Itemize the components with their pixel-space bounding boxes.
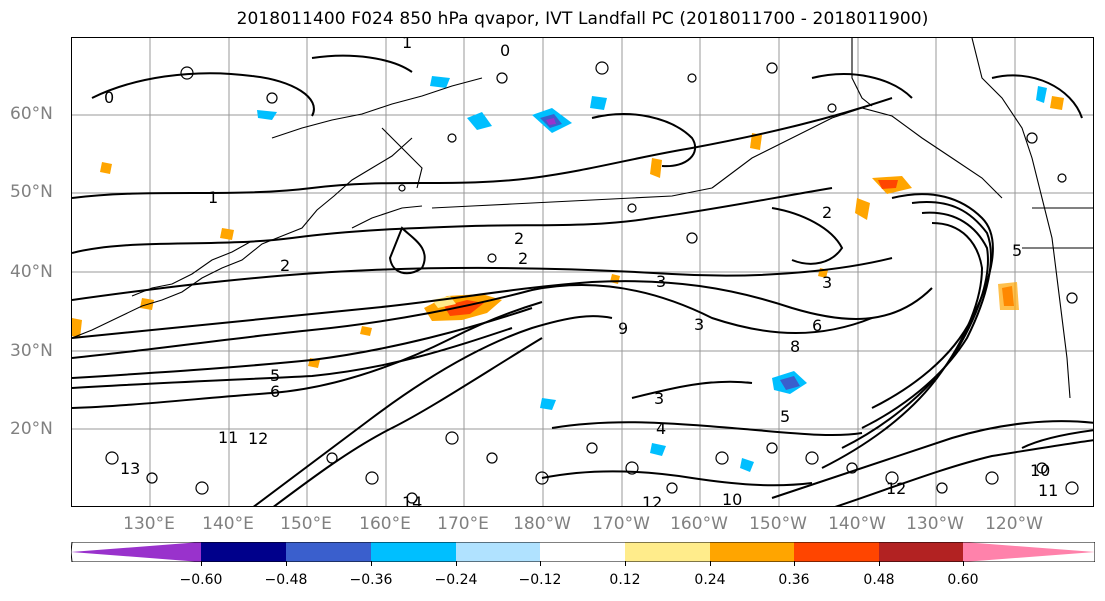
colorbar [71,542,1095,562]
contour-label-5: 5 [270,366,280,385]
contour-label-5b: 5 [780,407,790,426]
lat-label-60n: 60°N [10,104,53,124]
colorbar-segment [71,542,201,562]
lon-label-130e: 130°E [123,514,175,534]
lon-label-160w: 160°W [670,514,728,534]
colorbar-tickmark [710,561,711,566]
map-canvas: 0 0 1 1 2 2 2 2 3 3 3 3 4 5 5 5 6 6 8 9 … [72,38,1093,507]
colorbar-segment [201,542,286,562]
colorbar-tickmark [794,561,795,566]
contour-label-10: 10 [1030,461,1050,480]
contour-label-0-west: 0 [104,88,114,107]
contour-label-11: 11 [218,428,238,447]
colorbar-segment [456,542,540,562]
lon-label-130w: 130°W [906,514,964,534]
colorbar-segments [71,542,1095,562]
lat-label-40n: 40°N [10,262,53,282]
contour-label-3c: 3 [654,389,664,408]
contour-label-3: 3 [656,272,666,291]
contour-label-3b: 3 [694,315,704,334]
contour-label-2: 2 [514,229,524,248]
colorbar-tick-label: −0.12 [518,572,562,588]
colorbar-segment [540,542,625,562]
lon-label-140w: 140°W [828,514,886,534]
colorbar-tick-label: 0.24 [694,572,726,588]
contour-label-1: 1 [208,188,218,207]
colorbar-segment [625,542,710,562]
contour-label-11b: 11 [1038,481,1058,500]
colorbar-segment [286,542,371,562]
colorbar-tickmark [540,561,541,566]
contour-label-5c: 5 [1012,241,1022,260]
colorbar-segment [879,542,963,562]
contour-label-2c: 2 [822,203,832,222]
lat-label-30n: 30°N [10,341,53,361]
lon-label-140e: 140°E [202,514,254,534]
small-contours [105,61,1079,504]
lat-label-50n: 50°N [10,182,53,202]
ivt-contours [72,54,1093,506]
colorbar-tick-label: −0.60 [179,572,223,588]
colorbar-tickmark [201,561,202,566]
colorbar-tickmark [879,561,880,566]
contour-label-14: 14 [402,493,422,507]
colorbar-segment [710,542,794,562]
qvapor-anomaly-fills [72,76,1064,472]
colorbar-tickmark [456,561,457,566]
contour-labels: 0 0 1 1 2 2 2 2 3 3 3 3 4 5 5 5 6 6 8 9 … [104,38,1058,507]
lon-label-160e: 160°E [359,514,411,534]
colorbar-tick-label: 0.36 [778,572,810,588]
colorbar-tick-label: 0.12 [609,572,641,588]
colorbar-tick-label: −0.36 [349,572,393,588]
colorbar-segment [794,542,879,562]
colorbar-tickmark [371,561,372,566]
contour-label-12: 12 [248,429,268,448]
lat-label-20n: 20°N [10,419,53,439]
colorbar-tickmark [625,561,626,566]
map-panel: 0 0 1 1 2 2 2 2 3 3 3 3 4 5 5 5 6 6 8 9 … [71,37,1094,507]
contour-label-6: 6 [270,382,280,401]
colorbar-tick-label: −0.48 [264,572,308,588]
lon-label-180w: 180°W [513,514,571,534]
colorbar-tickmark [286,561,287,566]
contour-label-2d: 2 [280,256,290,275]
colorbar-tick-label: 0.48 [863,572,895,588]
colorbar-segment [963,542,1095,562]
lon-label-170w: 170°W [592,514,650,534]
contour-label-12b: 12 [886,479,906,498]
coastlines [72,38,1093,399]
contour-label-10b: 10 [722,490,742,507]
contour-label-2b: 2 [518,249,528,268]
contour-label-1-north: 1 [402,38,412,52]
contour-label-9: 9 [618,319,628,338]
lon-label-170e: 170°E [437,514,489,534]
map-title: 2018011400 F024 850 hPa qvapor, IVT Land… [236,9,929,29]
colorbar-segment [371,542,456,562]
lon-label-120w: 120°W [985,514,1043,534]
contour-label-4: 4 [656,419,666,438]
contour-label-0-north: 0 [500,41,510,60]
lon-label-150e: 150°E [280,514,332,534]
lon-label-150w: 150°W [749,514,807,534]
contour-label-8: 8 [790,337,800,356]
contour-label-13: 13 [120,459,140,478]
colorbar-tickmark [963,561,964,566]
colorbar-tick-label: −0.24 [434,572,478,588]
contour-label-3d: 3 [822,273,832,292]
contour-label-6b: 6 [812,316,822,335]
colorbar-tick-label: 0.60 [947,572,979,588]
contour-label-12c: 12 [642,493,662,507]
